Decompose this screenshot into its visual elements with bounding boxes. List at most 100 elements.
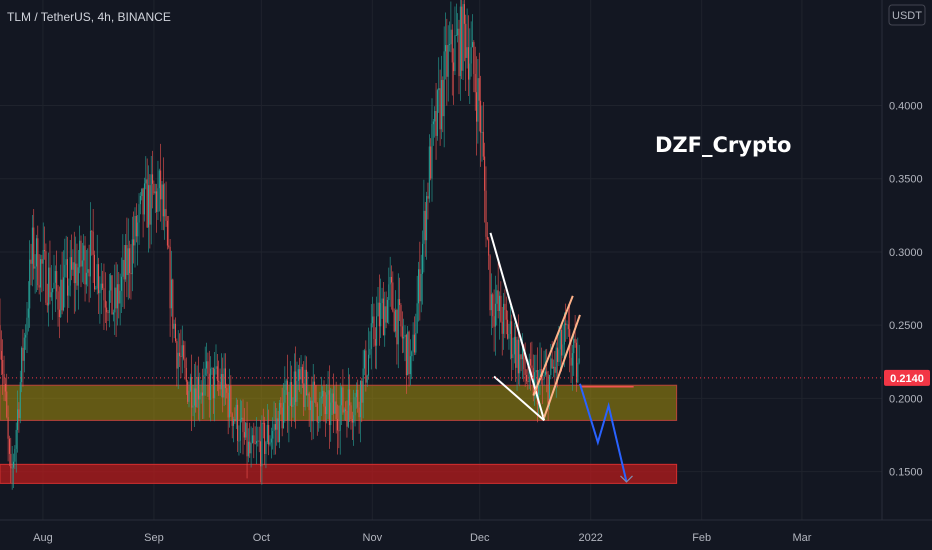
candle-body (76, 263, 78, 286)
candle-body (338, 430, 340, 432)
candle-body (283, 402, 284, 429)
candle-body (418, 269, 419, 304)
candle-body (94, 254, 95, 290)
candle-body (284, 390, 286, 403)
candle-body (314, 381, 316, 386)
candle-body (177, 352, 179, 369)
price-axis-labels: 0.1500 0.2000 0.2500 0.3000 0.3500 0.4000 (889, 100, 923, 478)
candle-body (500, 295, 502, 322)
candle-body (332, 393, 334, 414)
candle-body (56, 271, 58, 292)
candle-body (395, 310, 397, 332)
candle-body (392, 282, 394, 312)
candle-body (391, 276, 392, 283)
projection-path[interactable] (579, 383, 628, 483)
candle-body (420, 273, 422, 302)
candle-body (504, 303, 506, 310)
candle-body (88, 269, 90, 277)
candle-body (369, 348, 371, 355)
last-price-label: 0.2140 (890, 373, 924, 385)
candle-body (179, 352, 181, 357)
candle-body (183, 345, 185, 359)
price-zones (0, 384, 678, 484)
candle-body (373, 316, 375, 340)
candle-body (454, 35, 456, 72)
candle-body (370, 323, 372, 349)
candle-body (134, 215, 136, 246)
candle-body (46, 302, 48, 306)
candle-body (374, 339, 376, 346)
pattern-trendline[interactable] (532, 295, 574, 396)
candle-body (563, 323, 565, 345)
candle-body (100, 283, 102, 291)
candle-body (148, 185, 149, 228)
candle-body (505, 309, 507, 320)
candle-body (326, 394, 328, 415)
candle-body (467, 47, 469, 80)
candle-body (203, 375, 205, 396)
candle-body (129, 248, 131, 274)
candle-body (164, 209, 166, 217)
candle-body (278, 402, 280, 443)
candle-body (226, 387, 228, 393)
candle-body (447, 44, 449, 77)
candle-body (443, 51, 445, 117)
candle-body (62, 277, 64, 311)
candle-body (233, 419, 235, 426)
candle-body (112, 312, 114, 315)
candle-body (195, 388, 197, 408)
candle-body (535, 370, 537, 373)
candle-body (538, 378, 540, 405)
candle-body (27, 308, 29, 318)
candle-body (8, 438, 10, 454)
pattern-trendline[interactable] (543, 314, 581, 418)
candle-body (527, 381, 529, 383)
candle-body (172, 279, 174, 329)
candle-body (308, 393, 310, 411)
candle-body (87, 269, 89, 273)
candle-body (461, 6, 463, 71)
candle-body (154, 191, 156, 194)
candle-body (111, 275, 113, 315)
candle-body (191, 377, 193, 408)
candle-body (185, 367, 187, 382)
candle-body (412, 334, 414, 352)
candle-body (393, 311, 395, 332)
candle-body (193, 388, 195, 406)
candle-body (200, 392, 202, 396)
candle-body (123, 259, 125, 280)
candle-body (407, 331, 409, 376)
time-axis[interactable] (0, 520, 932, 550)
candle-body (214, 368, 216, 399)
candle-body (401, 326, 403, 339)
candle-body (366, 375, 368, 383)
candle-body (372, 316, 374, 324)
pattern-trendline[interactable] (493, 375, 545, 422)
pattern-drawings[interactable] (489, 232, 634, 483)
candle-body (489, 255, 491, 311)
time-tick-label: 2022 (578, 532, 602, 544)
candle-body (478, 78, 480, 101)
candle-body (121, 276, 122, 291)
candle-body (210, 368, 212, 400)
candle-body (300, 366, 302, 380)
candle-body (260, 441, 262, 467)
candle-body (378, 302, 380, 327)
currency-button[interactable]: USDT (888, 4, 926, 26)
candle-body (470, 47, 472, 64)
candle-body (127, 248, 129, 276)
candle-body (449, 44, 451, 46)
candle-body (272, 430, 274, 439)
candle-body (341, 387, 343, 406)
price-tick-label: 0.3000 (889, 247, 923, 259)
candle-body (48, 267, 50, 306)
candle-body (197, 376, 199, 400)
price-axis[interactable] (882, 0, 932, 520)
candle-body (381, 298, 383, 304)
candle-body (542, 379, 544, 381)
candle-body (465, 23, 467, 58)
candle-body (219, 381, 221, 390)
candle-body (68, 285, 70, 296)
